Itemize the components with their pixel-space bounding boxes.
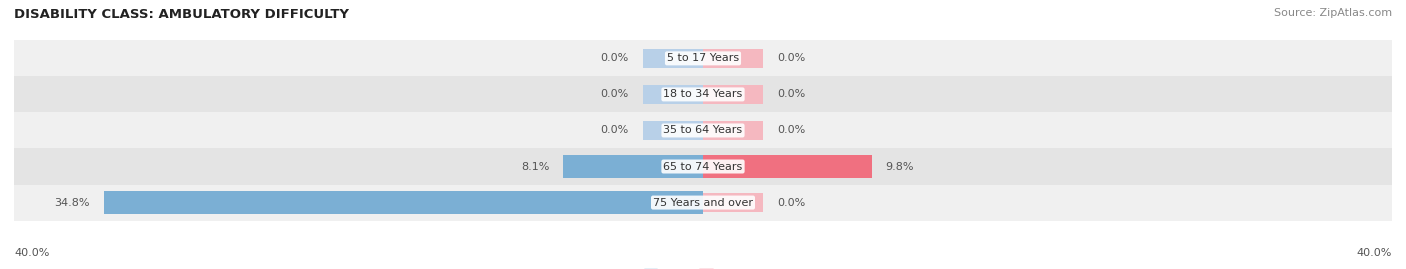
Bar xyxy=(14,185,1392,221)
Text: 35 to 64 Years: 35 to 64 Years xyxy=(664,125,742,136)
Text: 5 to 17 Years: 5 to 17 Years xyxy=(666,53,740,63)
Text: 0.0%: 0.0% xyxy=(778,125,806,136)
Bar xyxy=(643,193,703,212)
Text: 34.8%: 34.8% xyxy=(55,197,90,208)
Text: 0.0%: 0.0% xyxy=(778,89,806,100)
Text: 0.0%: 0.0% xyxy=(600,89,628,100)
Bar xyxy=(703,121,763,140)
Text: 0.0%: 0.0% xyxy=(778,197,806,208)
Text: 40.0%: 40.0% xyxy=(14,248,49,258)
Text: 18 to 34 Years: 18 to 34 Years xyxy=(664,89,742,100)
Text: 9.8%: 9.8% xyxy=(886,161,914,172)
Bar xyxy=(703,49,763,68)
Bar xyxy=(14,40,1392,76)
Text: DISABILITY CLASS: AMBULATORY DIFFICULTY: DISABILITY CLASS: AMBULATORY DIFFICULTY xyxy=(14,8,349,21)
Text: 0.0%: 0.0% xyxy=(778,53,806,63)
Bar xyxy=(643,85,703,104)
Text: 65 to 74 Years: 65 to 74 Years xyxy=(664,161,742,172)
Bar xyxy=(643,49,703,68)
Text: 0.0%: 0.0% xyxy=(600,53,628,63)
Bar xyxy=(104,191,703,214)
Bar xyxy=(564,155,703,178)
Bar xyxy=(643,157,703,176)
Bar xyxy=(14,76,1392,112)
Text: Source: ZipAtlas.com: Source: ZipAtlas.com xyxy=(1274,8,1392,18)
Text: 0.0%: 0.0% xyxy=(600,125,628,136)
Bar xyxy=(703,193,763,212)
Text: 8.1%: 8.1% xyxy=(522,161,550,172)
Text: 75 Years and over: 75 Years and over xyxy=(652,197,754,208)
Legend: Male, Female: Male, Female xyxy=(640,264,766,269)
Bar xyxy=(703,155,872,178)
Text: 40.0%: 40.0% xyxy=(1357,248,1392,258)
Bar xyxy=(703,157,763,176)
Bar xyxy=(703,85,763,104)
Bar xyxy=(14,148,1392,185)
Bar xyxy=(14,112,1392,148)
Bar xyxy=(643,121,703,140)
